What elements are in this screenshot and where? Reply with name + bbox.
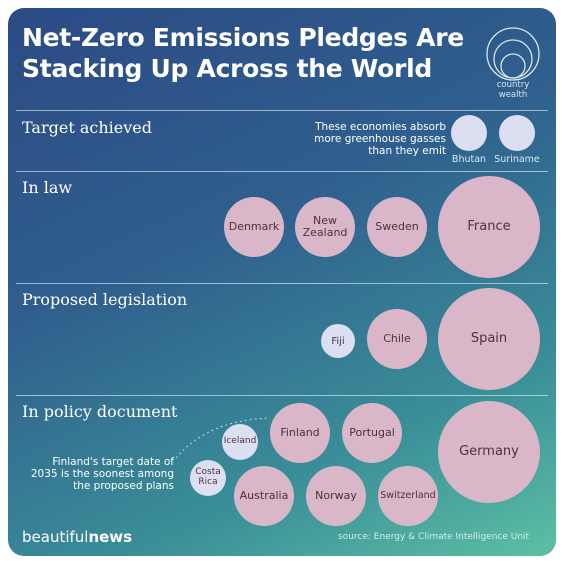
bubble-bhutan	[451, 115, 487, 151]
label-bhutan: Bhutan	[451, 154, 487, 165]
bubble-label-australia: Australia	[239, 488, 289, 502]
bubble-germany: Germany	[438, 401, 540, 503]
category-in-law: In law	[22, 178, 73, 197]
bubble-label-spain: Spain	[470, 330, 508, 346]
finland-note-line-3: the proposed plans	[73, 480, 174, 492]
absorb-note-line-2: more greenhouse gasses	[314, 133, 446, 145]
bubble-suriname	[499, 115, 535, 151]
divider-in-law	[16, 171, 548, 172]
finland-note: Finland's target date of 2035 is the soo…	[16, 456, 174, 492]
bubble-label-switzerland: Switzerland	[380, 489, 436, 501]
bubble-label-denmark: Denmark	[228, 219, 280, 233]
bubble-label-iceland: Iceland	[223, 436, 257, 447]
bubble-label-france: France	[467, 218, 511, 234]
bubble-france: France	[438, 176, 540, 278]
source-credit: source: Energy & Climate Intelligence Un…	[338, 532, 530, 542]
bubble-label-new-zealand: New Zealand	[302, 213, 348, 239]
chart-title: Net-Zero Emissions Pledges Are Stacking …	[22, 22, 464, 84]
bubble-label-costa-rica: Costa Rica	[195, 467, 221, 487]
bubble-label-fiji: Fiji	[331, 335, 345, 347]
title-line-1: Net-Zero Emissions Pledges Are	[22, 23, 464, 52]
logo-line-1: country	[496, 80, 530, 90]
bubble-norway: Norway	[306, 466, 366, 526]
absorb-note: These economies absorb more greenhouse g…	[280, 121, 446, 157]
bubble-switzerland: Switzerland	[378, 466, 438, 526]
country-wealth-logo: country wealth	[478, 26, 548, 116]
bubble-iceland: Iceland	[222, 424, 258, 460]
absorb-note-line-1: These economies absorb	[315, 121, 446, 133]
brand-logo: beautifulnews	[22, 528, 132, 546]
bubble-new-zealand: New Zealand	[295, 197, 355, 257]
bubble-fiji: Fiji	[321, 324, 355, 358]
infographic-card: Net-Zero Emissions Pledges Are Stacking …	[8, 8, 556, 556]
logo-text: country wealth	[478, 80, 548, 100]
category-proposed-legislation: Proposed legislation	[22, 290, 188, 309]
label-suriname: Suriname	[494, 154, 540, 165]
divider-target-achieved	[16, 110, 548, 111]
brand-bold: news	[88, 528, 133, 546]
bubble-label-germany: Germany	[459, 443, 519, 459]
bubble-spain: Spain	[438, 288, 540, 390]
concentric-circles-icon	[486, 27, 540, 81]
logo-line-2: wealth	[498, 90, 528, 100]
annotation-arc	[175, 417, 271, 459]
bubble-chile: Chile	[367, 309, 427, 369]
divider-proposed-legislation	[16, 283, 548, 284]
category-target-achieved: Target achieved	[22, 118, 152, 137]
bubble-australia: Australia	[234, 466, 294, 526]
title-line-2: Stacking Up Across the World	[22, 54, 432, 83]
bubble-portugal: Portugal	[342, 403, 402, 463]
bubble-label-sweden: Sweden	[375, 219, 419, 233]
bubble-label-finland: Finland	[280, 425, 320, 439]
bubble-label-chile: Chile	[383, 331, 411, 345]
bubble-label-portugal: Portugal	[349, 425, 395, 439]
bubble-sweden: Sweden	[367, 197, 427, 257]
finland-note-line-1: Finland's target date of	[52, 456, 174, 468]
divider-in-policy-document	[16, 395, 548, 396]
category-in-policy-document: In policy document	[22, 402, 178, 421]
bubble-costa-rica: Costa Rica	[190, 460, 226, 496]
bubble-denmark: Denmark	[224, 197, 284, 257]
bubble-label-norway: Norway	[315, 488, 357, 502]
finland-note-line-2: 2035 is the soonest among	[30, 468, 174, 480]
brand-light: beautiful	[22, 528, 89, 546]
bubble-finland: Finland	[270, 403, 330, 463]
absorb-note-line-3: than they emit	[368, 145, 446, 157]
